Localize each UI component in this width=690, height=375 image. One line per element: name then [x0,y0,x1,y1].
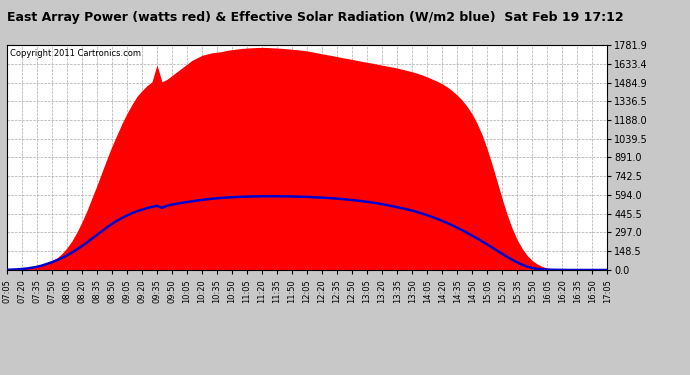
Text: Copyright 2011 Cartronics.com: Copyright 2011 Cartronics.com [10,50,141,58]
Text: East Array Power (watts red) & Effective Solar Radiation (W/m2 blue)  Sat Feb 19: East Array Power (watts red) & Effective… [7,11,624,24]
